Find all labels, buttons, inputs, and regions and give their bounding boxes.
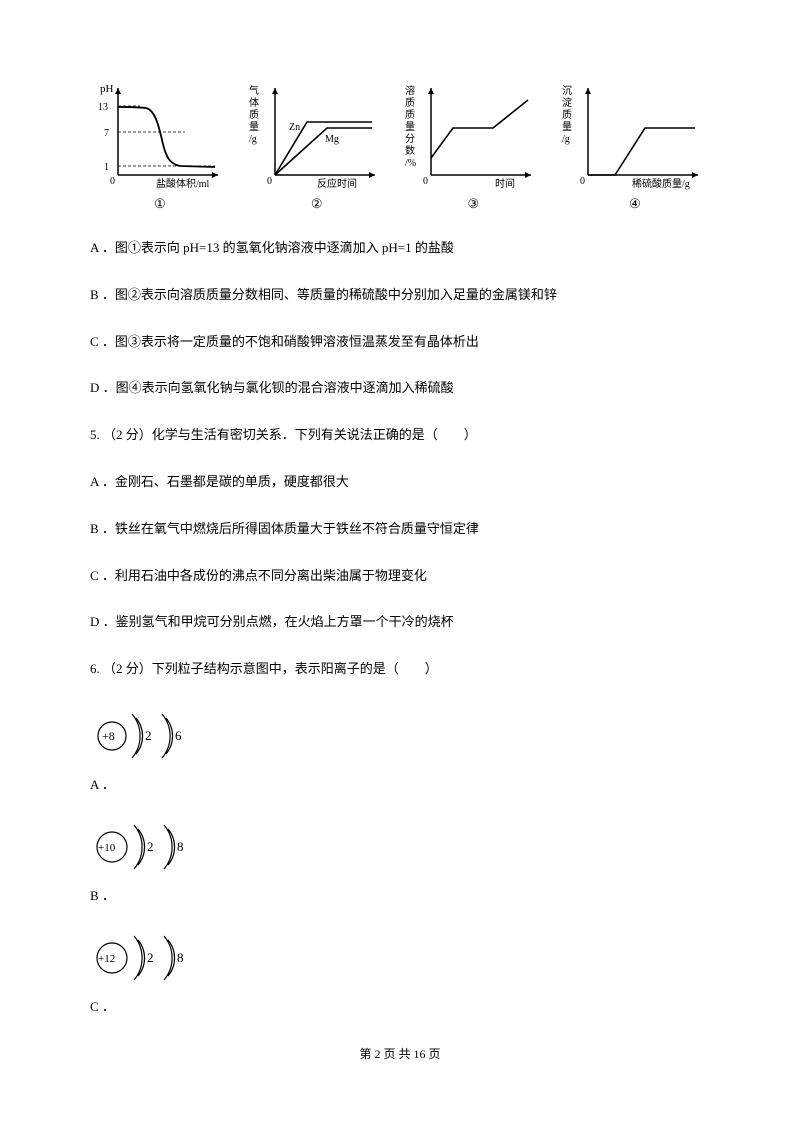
svg-text:量: 量: [405, 121, 415, 133]
svg-text:质: 质: [562, 109, 572, 121]
chart-4: 沉 淀 质 量 /g 0 稀硫酸质量/g: [560, 80, 710, 190]
chart-3: 溶 质 质 量 分 数 /% 0 时间: [403, 80, 543, 190]
svg-text:0: 0: [267, 176, 272, 187]
svg-text:时间: 时间: [495, 177, 515, 190]
chart-2: 气 体 质 量 /g Zn Mg 0 反应时间: [247, 80, 387, 190]
svg-text:/g: /g: [249, 134, 257, 145]
svg-text:0: 0: [110, 176, 115, 187]
q6-option-b-letter: B ．: [90, 885, 710, 904]
svg-text:体: 体: [249, 97, 259, 109]
svg-text:量: 量: [249, 121, 259, 133]
svg-text:13: 13: [98, 102, 108, 113]
svg-text:pH: pH: [100, 83, 114, 95]
page-footer: 第 2 页 共 16 页: [90, 1045, 710, 1062]
q5-option-d: D ．鉴别氢气和甲烷可分别点燃，在火焰上方罩一个干冷的烧杯: [90, 612, 710, 633]
chart-1: pH 13 7 1 盐酸体积/ml 0: [90, 80, 230, 190]
q6-stem: 6. （2 分）下列粒子结构示意图中，表示阳离子的是（ ）: [90, 659, 710, 680]
atom-diagram-c: +12 2 8: [90, 928, 200, 988]
svg-text:2: 2: [145, 728, 152, 743]
atom-diagram-b: +10 2 8: [90, 817, 200, 877]
svg-text:反应时间: 反应时间: [317, 177, 357, 190]
svg-text:气: 气: [249, 84, 259, 97]
chart-3-wrap: 溶 质 质 量 分 数 /% 0 时间 ③: [403, 80, 543, 212]
chart-2-number: ②: [311, 196, 323, 212]
svg-text:8: 8: [177, 839, 184, 854]
svg-text:分: 分: [405, 133, 415, 145]
svg-text:+10: +10: [98, 842, 116, 854]
svg-text:+8: +8: [102, 729, 115, 743]
svg-text:质: 质: [405, 97, 415, 109]
svg-text:2: 2: [147, 950, 154, 965]
svg-text:淀: 淀: [562, 96, 572, 109]
q5-stem: 5. （2 分）化学与生活有密切关系．下列有关说法正确的是（ ）: [90, 425, 710, 446]
charts-row: pH 13 7 1 盐酸体积/ml 0 ① 气 体 质: [90, 80, 710, 212]
q4-option-c: C ．图③表示将一定质量的不饱和硝酸钾溶液恒温蒸发至有晶体析出: [90, 332, 710, 353]
svg-text:2: 2: [147, 839, 154, 854]
svg-text:稀硫酸质量/g: 稀硫酸质量/g: [632, 177, 690, 190]
svg-text:/g: /g: [562, 134, 570, 145]
atom-diagram-a: +8 2 6: [90, 706, 200, 766]
svg-text:0: 0: [580, 176, 585, 187]
chart-1-number: ①: [154, 196, 166, 212]
svg-text:8: 8: [177, 950, 184, 965]
svg-text:Zn: Zn: [289, 122, 300, 133]
svg-text:溶: 溶: [405, 84, 415, 97]
q5-option-c: C ．利用石油中各成份的沸点不同分离出柴油属于物理变化: [90, 566, 710, 587]
svg-text:7: 7: [104, 128, 109, 139]
chart-1-wrap: pH 13 7 1 盐酸体积/ml 0 ①: [90, 80, 230, 212]
svg-text:数: 数: [405, 144, 415, 157]
chart-3-number: ③: [467, 196, 479, 212]
chart-4-wrap: 沉 淀 质 量 /g 0 稀硫酸质量/g ④: [560, 80, 710, 212]
q4-option-b: B ．图②表示向溶质质量分数相同、等质量的稀硫酸中分别加入足量的金属镁和锌: [90, 285, 710, 306]
q6-option-c-row: +12 2 8: [90, 928, 710, 988]
page-content: pH 13 7 1 盐酸体积/ml 0 ① 气 体 质: [0, 0, 800, 1092]
svg-text:1: 1: [104, 162, 109, 173]
svg-text:Mg: Mg: [325, 134, 339, 145]
q5-option-a: A ．金刚石、石墨都是碳的单质，硬度都很大: [90, 472, 710, 493]
svg-text:6: 6: [175, 728, 182, 743]
svg-text:0: 0: [423, 176, 428, 187]
q6-option-a-letter: A ．: [90, 774, 710, 793]
svg-text:+12: +12: [98, 953, 115, 965]
q4-option-a: A ．图①表示向 pH=13 的氢氧化钠溶液中逐滴加入 pH=1 的盐酸: [90, 238, 710, 259]
svg-text:沉: 沉: [562, 84, 572, 97]
svg-text:质: 质: [249, 109, 259, 121]
svg-text:/%: /%: [405, 158, 416, 169]
chart-2-wrap: 气 体 质 量 /g Zn Mg 0 反应时间 ②: [247, 80, 387, 212]
q4-option-d: D ．图④表示向氢氧化钠与氯化钡的混合溶液中逐滴加入稀硫酸: [90, 378, 710, 399]
svg-text:盐酸体积/ml: 盐酸体积/ml: [156, 177, 210, 190]
svg-text:量: 量: [562, 121, 572, 133]
q5-option-b: B ．铁丝在氧气中燃烧后所得固体质量大于铁丝不符合质量守恒定律: [90, 519, 710, 540]
q6-option-a-row: +8 2 6: [90, 706, 710, 766]
q6-option-c-letter: C ．: [90, 996, 710, 1015]
chart-4-number: ④: [629, 196, 641, 212]
q6-option-b-row: +10 2 8: [90, 817, 710, 877]
svg-text:质: 质: [405, 109, 415, 121]
